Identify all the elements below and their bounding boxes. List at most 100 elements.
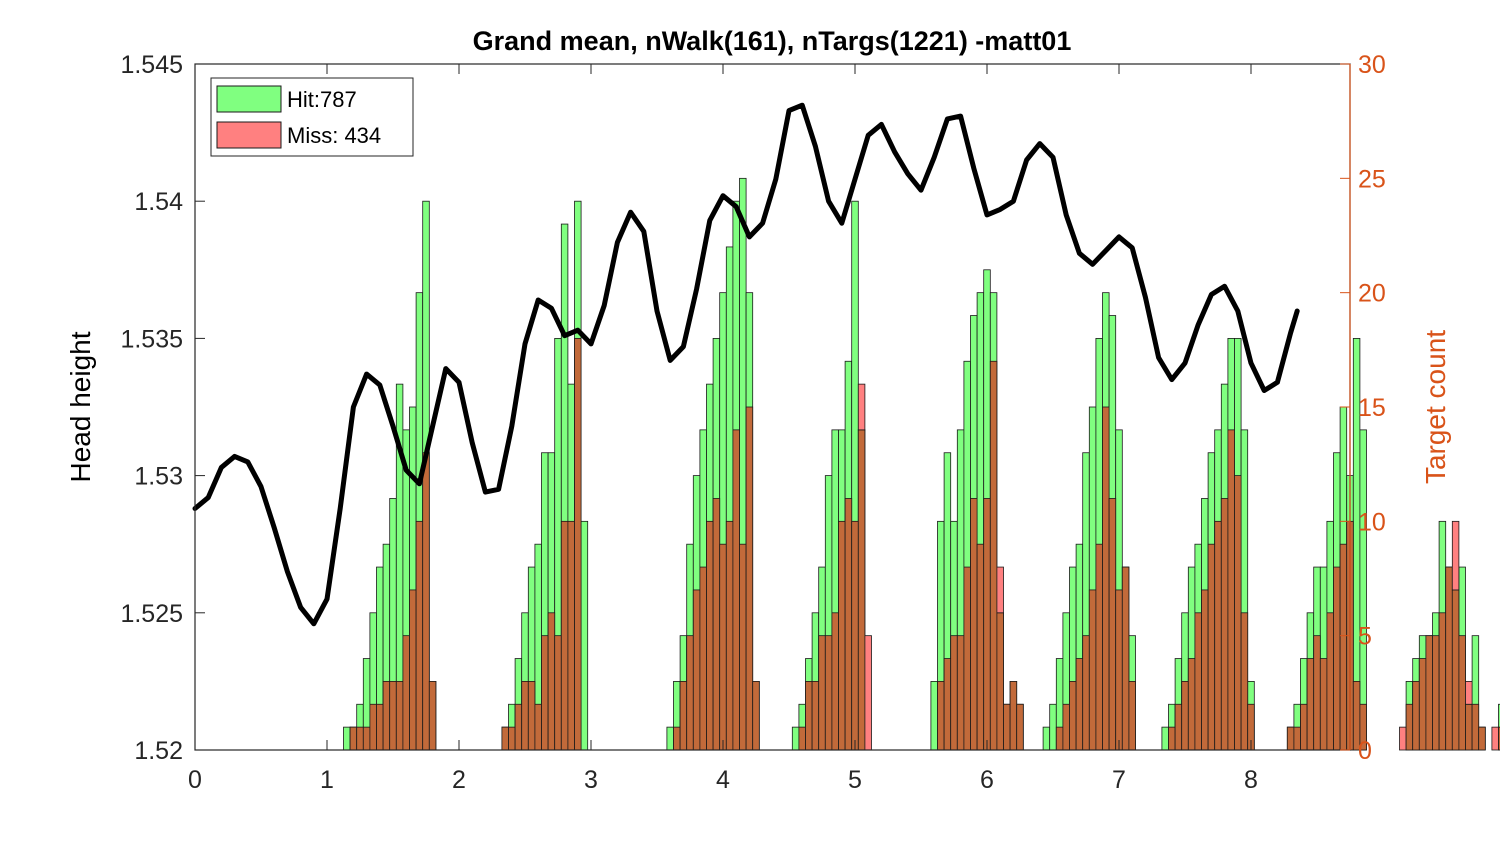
miss-bar <box>1432 635 1440 751</box>
miss-bar <box>831 612 839 751</box>
miss-bar <box>1102 406 1110 751</box>
miss-bar <box>1498 726 1500 751</box>
miss-bar <box>376 703 384 751</box>
miss-bar <box>527 681 536 751</box>
miss-bar <box>937 681 945 751</box>
miss-bar <box>1445 566 1453 751</box>
miss-bar <box>1451 520 1460 591</box>
x-tick-label: 8 <box>1244 766 1258 794</box>
miss-bar <box>369 703 377 751</box>
miss-bar <box>1234 475 1242 751</box>
miss-bar <box>712 498 721 751</box>
hit-bar <box>1049 703 1057 751</box>
y2-tick-label: 20 <box>1358 280 1386 308</box>
miss-bar <box>1399 726 1407 751</box>
miss-bar <box>501 726 509 751</box>
miss-bar <box>1095 543 1103 751</box>
hit-bar <box>930 681 938 751</box>
miss-bar <box>567 520 575 751</box>
miss-bar <box>1471 703 1480 751</box>
x-axis: 0 1 2 3 4 5 6 7 8 <box>188 64 1258 794</box>
x-tick-label: 1 <box>320 766 334 794</box>
right-y-axis-label: Target count <box>1420 330 1451 484</box>
head-height-line <box>192 102 1300 627</box>
miss-bar <box>950 635 958 751</box>
miss-bar <box>699 566 707 751</box>
miss-bar <box>1082 635 1090 751</box>
miss-bar <box>1451 589 1460 751</box>
miss-bar <box>706 520 714 751</box>
miss-bar <box>1194 612 1202 751</box>
miss-bar <box>534 703 542 751</box>
miss-bar <box>1418 658 1427 751</box>
miss-bar <box>719 543 727 751</box>
miss-bar <box>679 681 688 751</box>
miss-bar <box>739 543 747 751</box>
miss-bar <box>1319 658 1328 751</box>
miss-bar <box>943 658 952 751</box>
miss-bar <box>422 452 430 751</box>
miss-bar <box>402 635 410 751</box>
miss-bar <box>1333 566 1341 751</box>
left-y-axis-label: Head height <box>65 331 96 482</box>
miss-bar <box>1181 681 1189 751</box>
line-layer <box>192 102 1300 627</box>
miss-bar <box>811 681 820 751</box>
miss-bar <box>725 520 734 751</box>
miss-bar <box>409 589 417 751</box>
miss-bar <box>1313 635 1321 751</box>
miss-bar <box>1405 703 1414 751</box>
miss-bar <box>818 635 826 751</box>
miss-bar <box>798 726 806 751</box>
bars-layer <box>343 177 1500 751</box>
miss-bar <box>1438 612 1447 751</box>
miss-bar <box>1187 658 1196 751</box>
x-tick-label: 2 <box>452 766 466 794</box>
y2-tick-label: 5 <box>1358 623 1372 651</box>
miss-bar <box>356 726 364 751</box>
miss-bar <box>541 635 549 751</box>
chart-title: Grand mean, nWalk(161), nTargs(1221) -ma… <box>473 26 1072 56</box>
miss-bar <box>574 337 582 751</box>
right-y-axis: 0 5 10 15 20 25 30 <box>1340 51 1386 765</box>
x-tick-label: 4 <box>716 766 730 794</box>
miss-bar <box>1465 681 1473 705</box>
miss-bar <box>857 383 866 431</box>
miss-bar <box>1412 681 1420 751</box>
x-tick-label: 0 <box>188 766 202 794</box>
miss-bar <box>349 726 358 751</box>
hit-bar <box>791 726 800 751</box>
miss-bar <box>362 726 371 751</box>
miss-bar <box>415 520 424 751</box>
miss-bar <box>983 498 991 751</box>
miss-bar <box>1201 589 1209 751</box>
miss-bar <box>1121 566 1130 751</box>
miss-bar <box>956 635 965 751</box>
miss-bar <box>864 635 872 751</box>
miss-bar <box>1458 635 1466 751</box>
miss-bar <box>1339 543 1348 751</box>
miss-bar <box>508 726 516 751</box>
hit-bar <box>343 726 351 751</box>
legend-hit-swatch <box>216 85 282 113</box>
miss-bar <box>732 429 740 751</box>
miss-bar <box>851 520 859 751</box>
miss-bar <box>805 681 813 751</box>
miss-bar <box>1108 498 1117 751</box>
miss-bar <box>521 681 529 751</box>
miss-bar <box>1326 612 1334 751</box>
left-y-axis: 1.52 1.525 1.53 1.535 1.54 1.545 <box>120 51 205 765</box>
miss-bar <box>1009 681 1018 751</box>
legend-hit-label: Hit:787 <box>287 87 357 112</box>
y-tick-label: 1.52 <box>134 737 183 765</box>
miss-bar <box>1003 703 1011 751</box>
miss-bar <box>1168 726 1176 751</box>
miss-bar <box>1425 635 1433 751</box>
miss-bar <box>824 635 833 751</box>
y2-tick-label: 30 <box>1358 51 1386 79</box>
miss-bar <box>752 681 760 751</box>
legend-miss-label: Miss: 434 <box>287 123 381 148</box>
miss-bar <box>1016 703 1024 751</box>
legend-miss-swatch <box>216 121 282 149</box>
